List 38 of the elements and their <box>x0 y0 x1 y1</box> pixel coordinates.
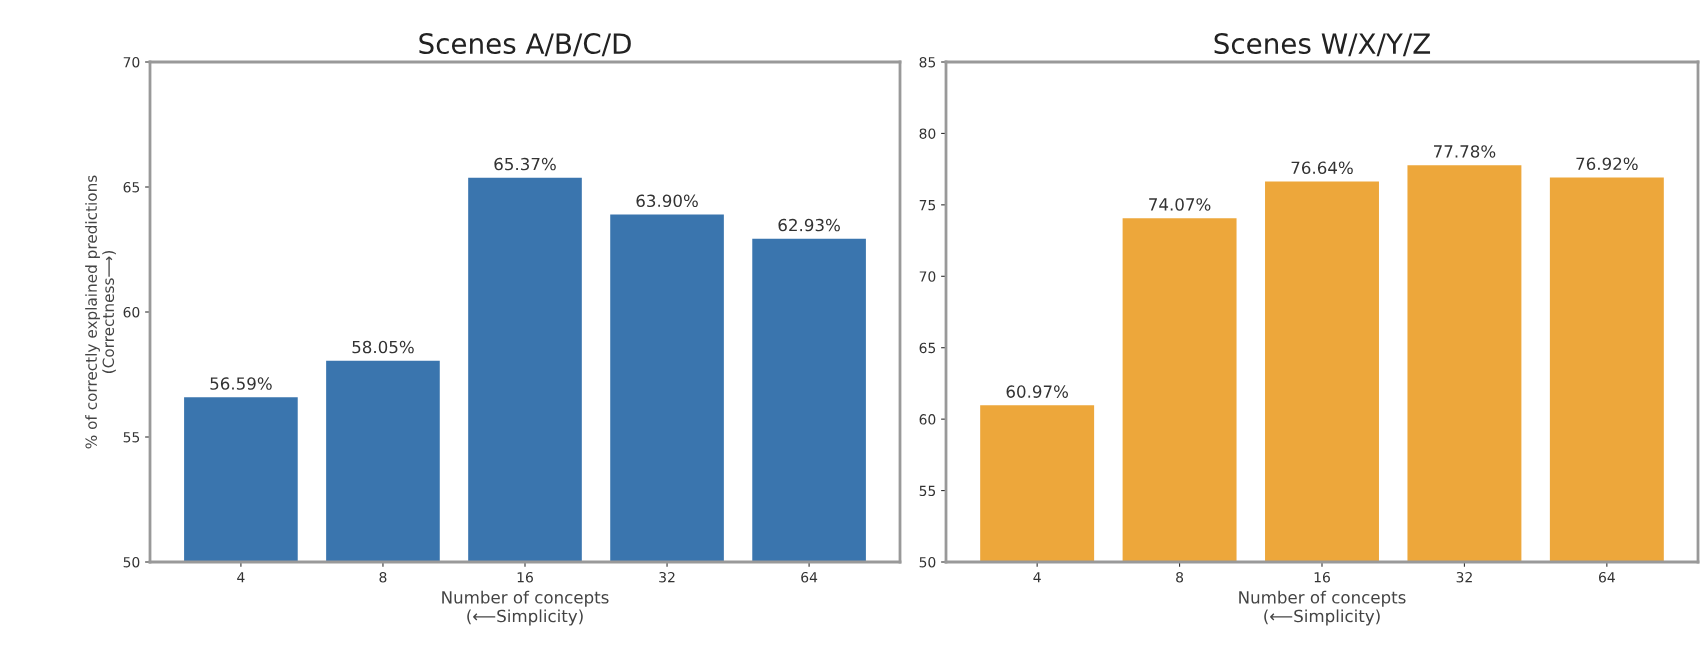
data-label: 76.64% <box>1291 161 1353 175</box>
y-tick-label: 50 <box>919 556 936 568</box>
x-tick-label: 16 <box>517 571 533 583</box>
chart-title: Scenes W/X/Y/Z <box>1214 33 1431 57</box>
data-label: 60.97% <box>1006 385 1069 398</box>
y-tick-label: 55 <box>123 432 140 443</box>
x-tick-label: 4 <box>1033 572 1041 583</box>
x-tick-label: 16 <box>1314 571 1330 583</box>
y-tick-label: 60 <box>123 306 140 318</box>
data-label: 76.92% <box>1576 157 1638 171</box>
data-label: 58.05% <box>352 340 414 354</box>
data-label: 63.90% <box>636 194 698 208</box>
x-axis-title: Number of concepts (⟵Simplicity) <box>442 590 609 626</box>
y-tick-label: 65 <box>919 342 936 354</box>
y-axis-title: % of correctly explained predictions (Correctness⟶) <box>85 175 116 449</box>
x-tick-label: 64 <box>801 571 818 583</box>
y-tick-label: 60 <box>919 414 936 425</box>
x-tick-label: 8 <box>379 571 387 583</box>
data-label: 62.93% <box>778 218 840 232</box>
x-tick-label: 4 <box>237 572 245 583</box>
y-tick-label: 80 <box>919 128 936 139</box>
y-tick-label: 70 <box>919 271 936 282</box>
y-tick-label: 55 <box>919 485 936 497</box>
x-tick-label: 32 <box>1456 571 1472 583</box>
x-axis-title: Number of concepts (⟵Simplicity) <box>1239 590 1406 626</box>
y-tick-label: 75 <box>919 200 936 211</box>
data-label: 56.59% <box>210 377 272 390</box>
x-tick-label: 8 <box>1176 571 1184 583</box>
chart-title: Scenes A/B/C/D <box>419 33 631 57</box>
x-tick-label: 64 <box>1598 571 1615 583</box>
y-tick-label: 50 <box>123 556 140 568</box>
y-tick-label: 85 <box>919 56 936 68</box>
y-tick-label: 65 <box>123 181 140 193</box>
data-label: 77.78% <box>1434 145 1496 158</box>
x-tick-label: 32 <box>659 571 675 583</box>
y-tick-label: 70 <box>123 56 140 68</box>
data-label: 65.37% <box>494 157 556 171</box>
data-label: 74.07% <box>1149 198 1211 211</box>
